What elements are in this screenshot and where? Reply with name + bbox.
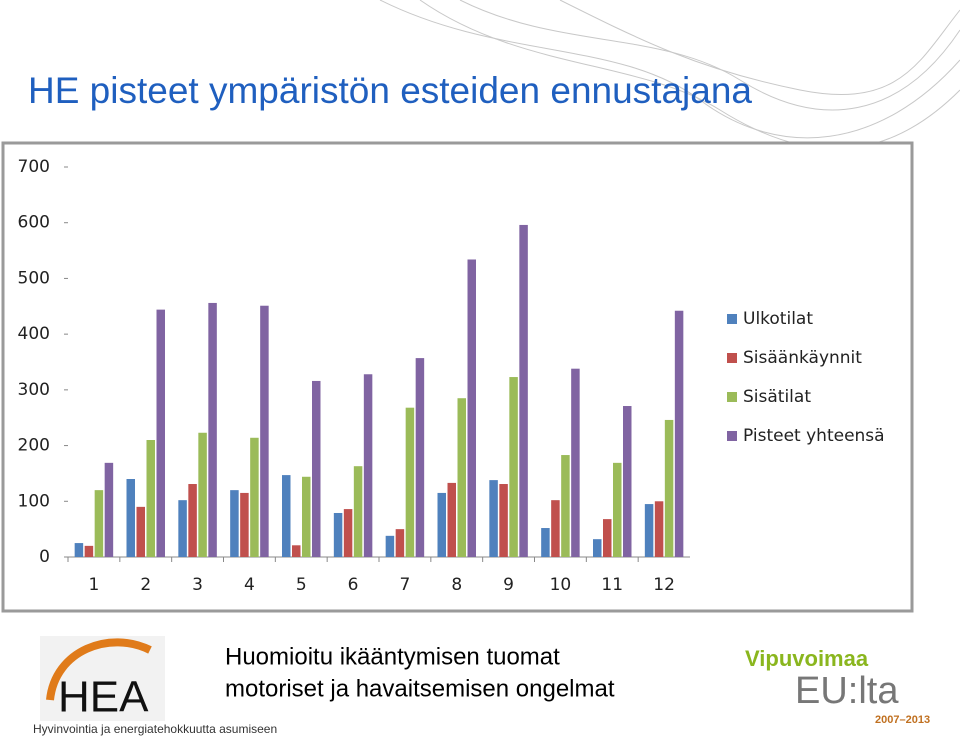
bar bbox=[230, 490, 239, 557]
bar bbox=[541, 528, 550, 557]
bar bbox=[260, 305, 269, 557]
x-tick-label: 9 bbox=[503, 575, 514, 595]
bar bbox=[240, 492, 249, 557]
y-tick-label: 600 bbox=[18, 213, 50, 233]
caption-line: Huomioitu ikääntymisen tuomat bbox=[225, 643, 560, 670]
bar bbox=[146, 440, 155, 557]
bar bbox=[499, 484, 508, 557]
bar bbox=[447, 482, 456, 557]
x-tick-label: 2 bbox=[140, 575, 151, 595]
bar bbox=[654, 501, 664, 557]
bar bbox=[333, 512, 343, 557]
y-tick-label: 0 bbox=[39, 547, 50, 567]
bar bbox=[623, 406, 632, 557]
bar bbox=[292, 545, 301, 557]
legend-label: Sisätilat bbox=[743, 387, 811, 407]
bar bbox=[188, 484, 197, 557]
bar bbox=[74, 543, 84, 557]
bar bbox=[136, 506, 145, 557]
bar bbox=[467, 259, 476, 557]
bar bbox=[250, 437, 259, 557]
bar bbox=[343, 509, 353, 557]
bar bbox=[156, 309, 165, 557]
caption-line: motoriset ja havaitsemisen ongelmat bbox=[225, 675, 615, 702]
bar bbox=[613, 462, 622, 557]
x-tick-label: 3 bbox=[192, 575, 203, 595]
legend-label: Pisteet yhteensä bbox=[743, 426, 885, 446]
bar bbox=[509, 377, 518, 557]
bar bbox=[415, 358, 425, 557]
y-tick-label: 200 bbox=[18, 436, 50, 456]
bar bbox=[593, 539, 602, 557]
bar bbox=[385, 535, 395, 557]
hea-logo: HEA bbox=[58, 673, 149, 722]
x-tick-label: 4 bbox=[244, 575, 255, 595]
legend-swatch bbox=[727, 431, 737, 441]
hea-tagline: Hyvinvointia ja energiatehokkuutta asumi… bbox=[33, 722, 277, 736]
slide-title: HE pisteet ympäristön esteiden ennustaja… bbox=[28, 70, 752, 111]
bar bbox=[457, 398, 466, 557]
x-tick-label: 8 bbox=[451, 575, 462, 595]
eu-logo-main: EU:lta bbox=[795, 670, 899, 712]
y-tick-label: 100 bbox=[18, 491, 50, 511]
x-tick-label: 12 bbox=[653, 575, 675, 595]
bar bbox=[198, 432, 207, 557]
bar bbox=[603, 519, 612, 557]
x-tick-label: 1 bbox=[89, 575, 100, 595]
legend-label: Sisäänkäynnit bbox=[743, 348, 862, 368]
bar bbox=[664, 419, 674, 557]
legend-label: Ulkotilat bbox=[743, 309, 813, 329]
bar bbox=[312, 380, 321, 557]
eu-logo-years: 2007–2013 bbox=[875, 714, 930, 726]
bar bbox=[551, 500, 560, 557]
bar bbox=[395, 529, 405, 557]
y-tick-label: 700 bbox=[18, 157, 50, 177]
eu-logo-top: Vipuvoimaa bbox=[745, 646, 869, 671]
bar bbox=[571, 368, 580, 557]
x-tick-label: 7 bbox=[400, 575, 411, 595]
bar bbox=[437, 492, 446, 557]
legend-swatch bbox=[727, 353, 737, 363]
bar bbox=[561, 455, 570, 557]
bar bbox=[489, 480, 498, 557]
y-tick-label: 500 bbox=[18, 268, 50, 288]
hea-swoosh bbox=[46, 638, 152, 701]
bar bbox=[644, 504, 654, 557]
bar bbox=[363, 374, 373, 557]
bar bbox=[282, 475, 291, 557]
x-tick-label: 10 bbox=[550, 575, 572, 595]
y-tick-label: 400 bbox=[18, 324, 50, 344]
x-tick-label: 5 bbox=[296, 575, 307, 595]
x-tick-label: 11 bbox=[601, 575, 623, 595]
bar bbox=[353, 466, 363, 557]
legend-swatch bbox=[727, 392, 737, 402]
bar bbox=[302, 476, 311, 557]
bar bbox=[178, 500, 187, 557]
bar bbox=[519, 224, 528, 557]
bar bbox=[208, 302, 217, 557]
bar bbox=[104, 462, 114, 557]
bar bbox=[126, 479, 135, 557]
bar bbox=[405, 407, 415, 557]
y-tick-label: 300 bbox=[18, 380, 50, 400]
bar bbox=[674, 310, 684, 557]
bar bbox=[94, 490, 104, 557]
x-tick-label: 6 bbox=[348, 575, 359, 595]
legend-swatch bbox=[727, 314, 737, 324]
bar bbox=[84, 545, 94, 557]
